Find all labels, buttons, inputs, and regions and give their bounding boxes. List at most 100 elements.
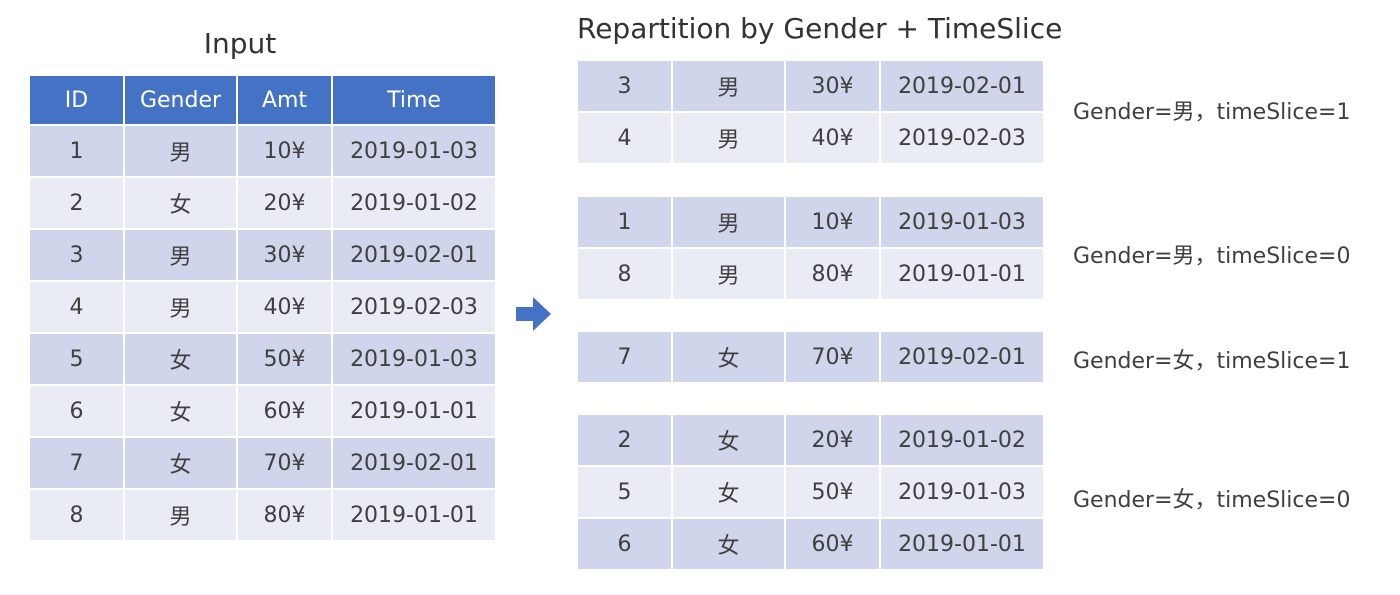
- cell-amt: 50¥: [786, 467, 879, 517]
- cell-id: 2: [30, 178, 123, 228]
- cell-time: 2019-02-01: [333, 230, 495, 280]
- table-row: 1 男 10¥ 2019-01-03: [578, 197, 1043, 247]
- input-body: 1 男 10¥ 2019-01-03 2 女 20¥ 2019-01-02 3 男 30¥ 2019-…: [30, 126, 495, 540]
- cell-amt: 40¥: [238, 282, 331, 332]
- cell-id: 7: [30, 438, 123, 488]
- cell-time: 2019-01-03: [333, 126, 495, 176]
- partition-label: Gender=女，timeSlice=1: [1073, 349, 1351, 374]
- cell-gender: 男: [673, 249, 784, 299]
- cell-id: 4: [30, 282, 123, 332]
- cell-amt: 50¥: [238, 334, 331, 384]
- cell-id: 1: [578, 197, 671, 247]
- cell-amt: 20¥: [238, 178, 331, 228]
- header-gender: Gender: [125, 76, 236, 124]
- table-row: 6 女 60¥ 2019-01-01: [578, 519, 1043, 569]
- cell-gender: 女: [673, 415, 784, 465]
- cell-gender: 男: [125, 490, 236, 540]
- cell-gender: 男: [125, 230, 236, 280]
- right-arrow-icon: [516, 297, 551, 331]
- cell-id: 8: [30, 490, 123, 540]
- partition-group: 3 男 30¥ 2019-02-01 4 男 40¥ 2019-02-03: [576, 59, 1045, 165]
- table-row: 2 女 20¥ 2019-01-02: [30, 178, 495, 228]
- table-row: 3 男 30¥ 2019-02-01: [578, 61, 1043, 111]
- cell-amt: 70¥: [238, 438, 331, 488]
- partition-label: Gender=女，timeSlice=0: [1073, 488, 1351, 513]
- header-id: ID: [30, 76, 123, 124]
- table-row: 5 女 50¥ 2019-01-03: [30, 334, 495, 384]
- cell-time: 2019-01-01: [881, 519, 1043, 569]
- cell-id: 5: [30, 334, 123, 384]
- header-time: Time: [333, 76, 495, 124]
- cell-amt: 10¥: [238, 126, 331, 176]
- cell-time: 2019-02-01: [881, 61, 1043, 111]
- cell-gender: 女: [125, 386, 236, 436]
- table-row: 7 女 70¥ 2019-02-01: [30, 438, 495, 488]
- cell-id: 6: [30, 386, 123, 436]
- table-row: 7 女 70¥ 2019-02-01: [578, 332, 1043, 382]
- input-header-row: ID Gender Amt Time: [30, 76, 495, 124]
- cell-id: 7: [578, 332, 671, 382]
- cell-id: 2: [578, 415, 671, 465]
- cell-amt: 40¥: [786, 113, 879, 163]
- partition-table: 2 女 20¥ 2019-01-02 5 女 50¥ 2019-01-03 6 女 60¥ 2019-…: [576, 413, 1045, 571]
- cell-time: 2019-02-01: [333, 438, 495, 488]
- cell-time: 2019-01-01: [333, 386, 495, 436]
- partition-label: Gender=男，timeSlice=1: [1073, 100, 1351, 125]
- cell-id: 1: [30, 126, 123, 176]
- cell-amt: 10¥: [786, 197, 879, 247]
- table-row: 5 女 50¥ 2019-01-03: [578, 467, 1043, 517]
- table-row: 1 男 10¥ 2019-01-03: [30, 126, 495, 176]
- cell-amt: 30¥: [238, 230, 331, 280]
- cell-gender: 男: [673, 197, 784, 247]
- cell-time: 2019-01-03: [881, 197, 1043, 247]
- table-row: 4 男 40¥ 2019-02-03: [30, 282, 495, 332]
- cell-gender: 女: [125, 334, 236, 384]
- cell-id: 3: [30, 230, 123, 280]
- cell-time: 2019-01-01: [333, 490, 495, 540]
- cell-amt: 30¥: [786, 61, 879, 111]
- cell-id: 5: [578, 467, 671, 517]
- cell-id: 4: [578, 113, 671, 163]
- table-row: 8 男 80¥ 2019-01-01: [30, 490, 495, 540]
- cell-gender: 女: [673, 519, 784, 569]
- partition-group: 1 男 10¥ 2019-01-03 8 男 80¥ 2019-01-01: [576, 195, 1045, 301]
- cell-gender: 男: [673, 61, 784, 111]
- table-row: 6 女 60¥ 2019-01-01: [30, 386, 495, 436]
- table-row: 8 男 80¥ 2019-01-01: [578, 249, 1043, 299]
- cell-amt: 60¥: [786, 519, 879, 569]
- cell-id: 8: [578, 249, 671, 299]
- cell-id: 3: [578, 61, 671, 111]
- table-row: 2 女 20¥ 2019-01-02: [578, 415, 1043, 465]
- cell-gender: 女: [673, 332, 784, 382]
- cell-time: 2019-01-03: [881, 467, 1043, 517]
- cell-time: 2019-01-02: [881, 415, 1043, 465]
- partition-group: 7 女 70¥ 2019-02-01: [576, 330, 1045, 384]
- table-row: 4 男 40¥ 2019-02-03: [578, 113, 1043, 163]
- header-amt: Amt: [238, 76, 331, 124]
- cell-gender: 女: [673, 467, 784, 517]
- cell-gender: 男: [125, 126, 236, 176]
- input-table: ID Gender Amt Time 1 男 10¥ 2019-01-03 2 女 20¥ 2…: [28, 74, 497, 542]
- partition-group: 2 女 20¥ 2019-01-02 5 女 50¥ 2019-01-03 6 女 60¥ 2019-…: [576, 413, 1045, 571]
- cell-time: 2019-02-03: [333, 282, 495, 332]
- partition-table: 1 男 10¥ 2019-01-03 8 男 80¥ 2019-01-01: [576, 195, 1045, 301]
- cell-amt: 80¥: [238, 490, 331, 540]
- output-title: Repartition by Gender + TimeSlice: [577, 12, 1063, 45]
- cell-amt: 70¥: [786, 332, 879, 382]
- partition-table: 3 男 30¥ 2019-02-01 4 男 40¥ 2019-02-03: [576, 59, 1045, 165]
- cell-gender: 男: [125, 282, 236, 332]
- cell-time: 2019-01-03: [333, 334, 495, 384]
- input-title: Input: [203, 27, 277, 60]
- table-row: 3 男 30¥ 2019-02-01: [30, 230, 495, 280]
- cell-amt: 60¥: [238, 386, 331, 436]
- cell-gender: 女: [125, 178, 236, 228]
- cell-amt: 80¥: [786, 249, 879, 299]
- cell-time: 2019-02-03: [881, 113, 1043, 163]
- cell-id: 6: [578, 519, 671, 569]
- cell-gender: 男: [673, 113, 784, 163]
- cell-gender: 女: [125, 438, 236, 488]
- cell-time: 2019-01-01: [881, 249, 1043, 299]
- cell-amt: 20¥: [786, 415, 879, 465]
- partition-table: 7 女 70¥ 2019-02-01: [576, 330, 1045, 384]
- cell-time: 2019-01-02: [333, 178, 495, 228]
